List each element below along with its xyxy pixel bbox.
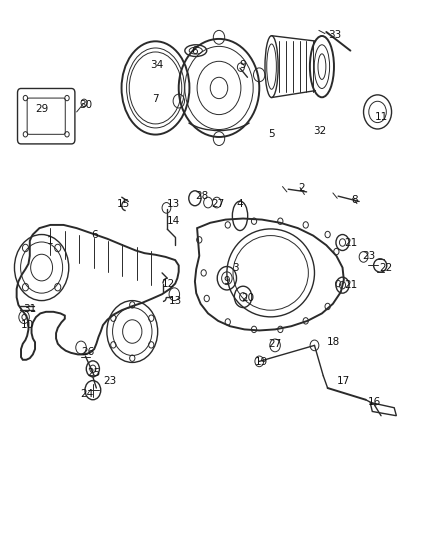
- Text: 11: 11: [374, 112, 388, 122]
- Text: 9: 9: [240, 60, 247, 70]
- Text: 21: 21: [344, 280, 357, 290]
- Text: 14: 14: [166, 216, 180, 226]
- Text: 13: 13: [169, 296, 182, 306]
- Text: 4: 4: [237, 199, 244, 208]
- Text: 29: 29: [35, 104, 48, 114]
- Text: 17: 17: [337, 376, 350, 386]
- Text: 3: 3: [232, 263, 239, 272]
- Text: 7: 7: [152, 94, 159, 103]
- Text: 8: 8: [351, 195, 358, 205]
- Text: 34: 34: [150, 60, 163, 70]
- Text: 24: 24: [80, 390, 93, 399]
- Text: 32: 32: [313, 126, 326, 135]
- Text: 6: 6: [91, 230, 98, 239]
- Text: 21: 21: [344, 238, 357, 247]
- Text: 13: 13: [166, 199, 180, 208]
- Text: 20: 20: [241, 294, 254, 303]
- Text: 23: 23: [363, 251, 376, 261]
- Text: 12: 12: [162, 279, 175, 288]
- Text: 5: 5: [268, 130, 275, 139]
- Text: 19: 19: [255, 358, 268, 367]
- Text: 2: 2: [298, 183, 305, 192]
- Text: 1: 1: [47, 236, 54, 246]
- Text: 27: 27: [268, 339, 282, 349]
- Text: 25: 25: [88, 368, 101, 378]
- Text: 30: 30: [79, 100, 92, 110]
- Text: 9: 9: [223, 276, 230, 286]
- Text: 18: 18: [327, 337, 340, 347]
- Text: 26: 26: [81, 347, 94, 357]
- Text: 16: 16: [368, 398, 381, 407]
- Text: 31: 31: [23, 304, 36, 314]
- Text: 10: 10: [21, 320, 34, 330]
- Text: 6: 6: [191, 46, 198, 55]
- Text: 27: 27: [211, 199, 224, 208]
- Text: 28: 28: [195, 191, 208, 201]
- Text: 15: 15: [117, 199, 130, 208]
- Text: 22: 22: [380, 263, 393, 272]
- Text: 23: 23: [103, 376, 116, 386]
- Text: 33: 33: [328, 30, 342, 39]
